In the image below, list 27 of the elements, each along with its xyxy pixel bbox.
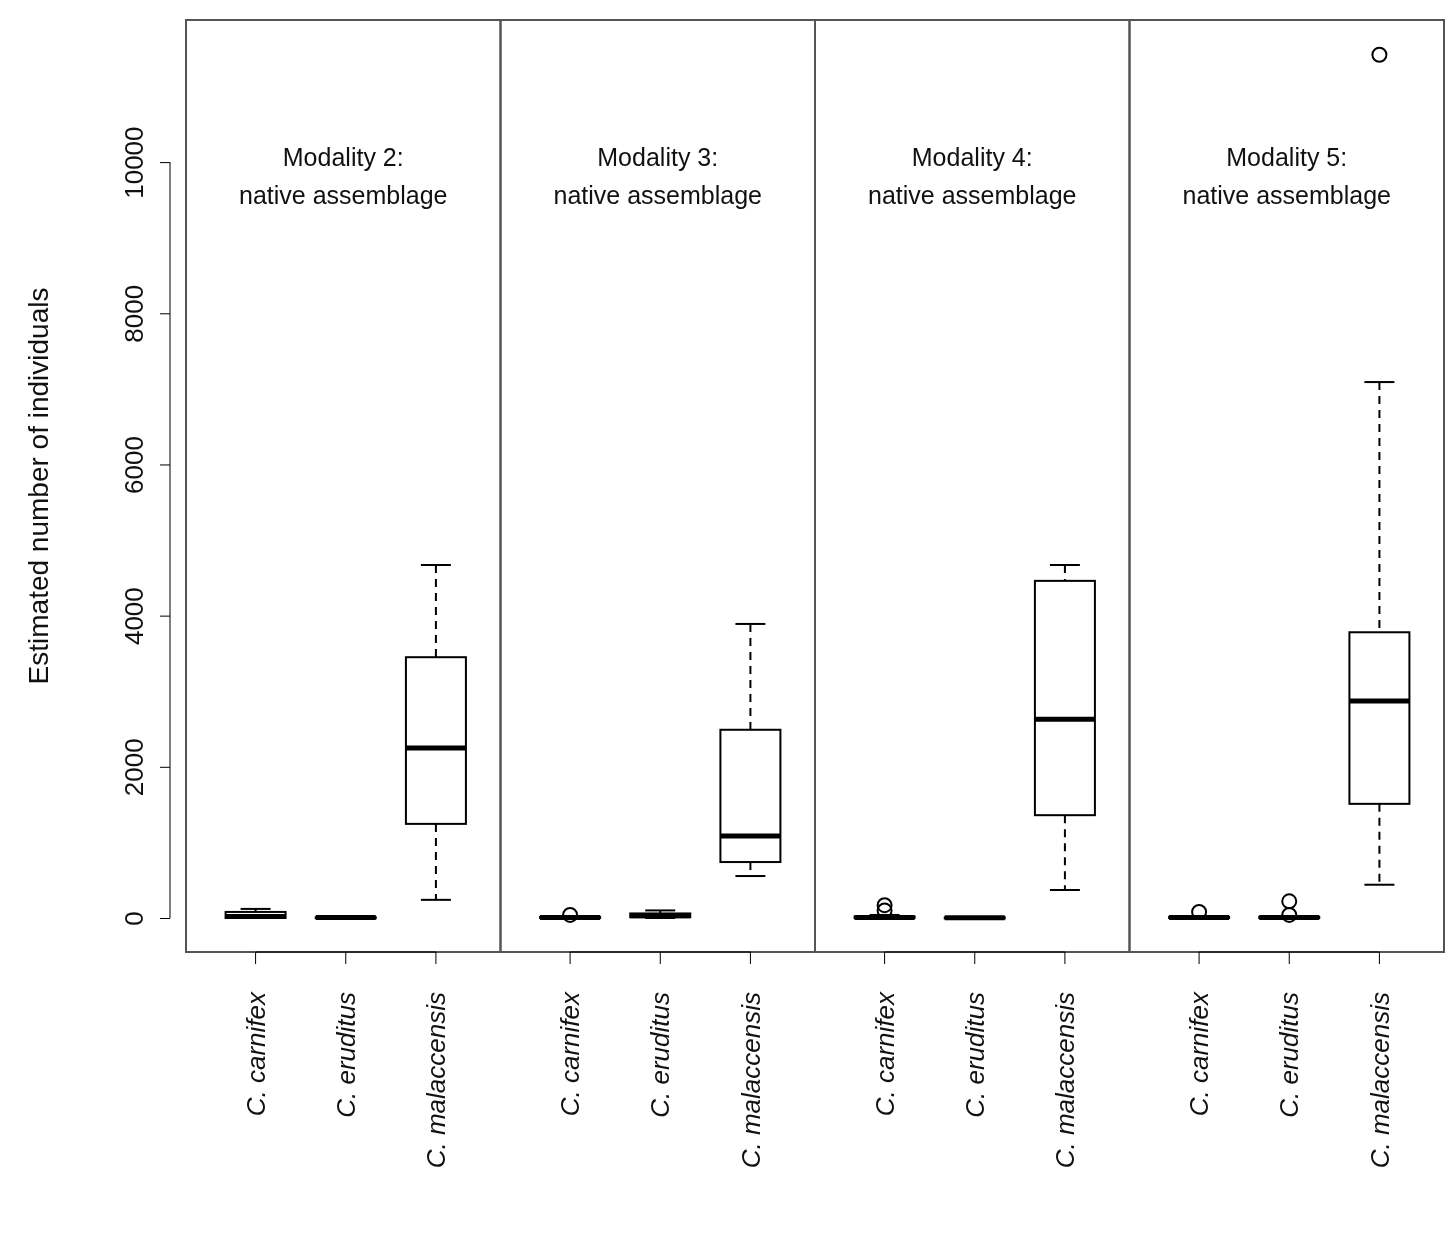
annotation: native assemblage — [868, 181, 1077, 209]
annotation: Modality 2: — [282, 143, 404, 171]
annotation: Modality 4: — [911, 143, 1033, 171]
annotation: native assemblage — [1182, 181, 1391, 209]
x-tick-label: C. carnifex — [240, 991, 271, 1117]
y-tick-label: 6000 — [119, 436, 150, 494]
annotation: native assemblage — [553, 181, 762, 209]
y-tick-label: 10000 — [119, 126, 150, 199]
x-tick-label: C. eruditus — [645, 992, 676, 1118]
x-tick-label: C. carnifex — [1184, 991, 1215, 1117]
x-tick-label: C. malaccensis — [421, 992, 452, 1169]
annotation: native assemblage — [239, 181, 448, 209]
y-tick-label: 8000 — [119, 284, 150, 343]
x-tick-label: C. malaccensis — [1050, 992, 1081, 1169]
x-tick-label: C. carnifex — [555, 991, 586, 1117]
x-tick-label: C. malaccensis — [1364, 992, 1395, 1169]
x-tick-label: C. eruditus — [330, 992, 361, 1118]
y-tick-label: 4000 — [119, 587, 150, 646]
x-tick-label: C. eruditus — [959, 992, 990, 1118]
y-axis-title: Estimated number of individuals — [23, 287, 54, 685]
annotation: Modality 5: — [1226, 143, 1348, 171]
x-tick-label: C. eruditus — [1274, 992, 1305, 1118]
y-tick-label: 0 — [119, 911, 150, 926]
x-tick-label: C. malaccensis — [735, 992, 766, 1169]
annotation: Modality 3: — [597, 143, 719, 171]
x-tick-label: C. carnifex — [869, 991, 900, 1117]
y-tick-label: 2000 — [119, 738, 150, 797]
